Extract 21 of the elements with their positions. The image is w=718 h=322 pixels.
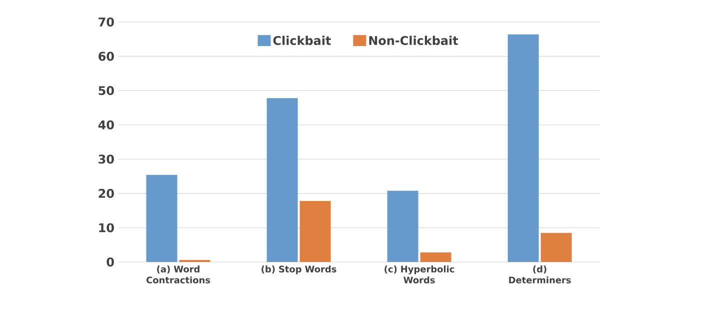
bar bbox=[300, 200, 331, 262]
x-tick-label: (a) Word Contractions bbox=[146, 266, 210, 284]
y-tick-label: 10 bbox=[99, 223, 114, 232]
y-tick-label: 30 bbox=[98, 154, 114, 164]
x-tick-label: (d) Determiners bbox=[509, 266, 571, 284]
y-tick-label: 20 bbox=[98, 188, 114, 198]
legend-label: Clickbait bbox=[273, 36, 331, 46]
y-tick-label: 60 bbox=[98, 52, 114, 61]
y-tick-label: 70 bbox=[98, 17, 114, 27]
y-tick-label: 40 bbox=[98, 120, 114, 130]
x-tick-label: (b) Stop Words bbox=[262, 266, 336, 274]
y-tick-label: 0 bbox=[106, 257, 114, 267]
y-tick-label: 50 bbox=[98, 86, 114, 96]
bar bbox=[540, 232, 572, 262]
bar bbox=[508, 34, 539, 262]
bar bbox=[420, 252, 452, 262]
bar bbox=[387, 190, 418, 262]
bar bbox=[146, 174, 178, 262]
bar bbox=[266, 98, 298, 262]
legend-label: Non-Clickbait bbox=[369, 36, 458, 46]
x-tick-label: (c) Hyperbolic Words bbox=[384, 266, 454, 284]
